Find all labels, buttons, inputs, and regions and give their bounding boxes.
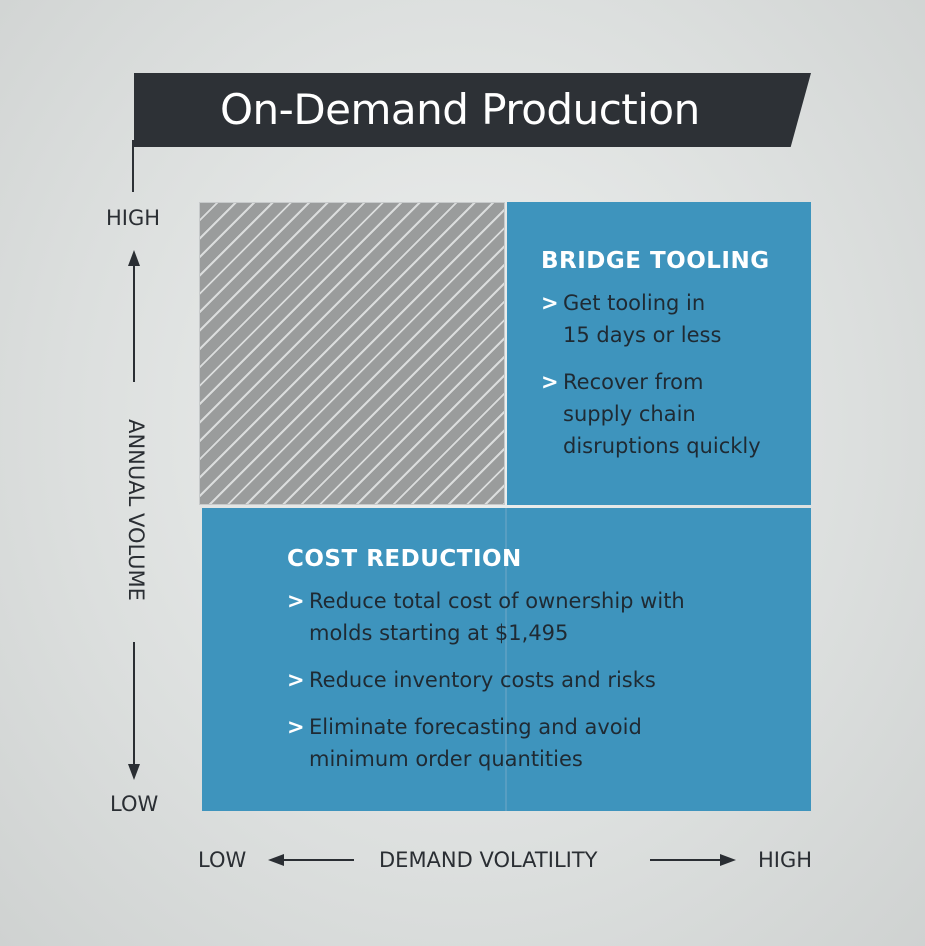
bullet-line: supply chain bbox=[563, 402, 696, 426]
x-axis-left-arrow bbox=[268, 854, 354, 866]
bullet-marker: > bbox=[541, 291, 559, 315]
x-axis-low-label: LOW bbox=[198, 848, 247, 872]
quadrant-divider bbox=[505, 508, 507, 811]
x-axis-title: DEMAND VOLATILITY bbox=[379, 848, 598, 872]
bullet-line: Get tooling in bbox=[563, 291, 706, 315]
bullet-marker: > bbox=[287, 715, 305, 739]
cost-reduction-title: COST REDUCTION bbox=[287, 546, 522, 572]
bullet-line: minimum order quantities bbox=[309, 747, 583, 771]
bullet-marker: > bbox=[287, 589, 305, 613]
bullet-marker: > bbox=[541, 370, 559, 394]
empty-hatched-quadrant bbox=[199, 202, 505, 505]
y-axis-low-label: LOW bbox=[110, 792, 159, 816]
bullet-line: 15 days or less bbox=[563, 323, 722, 347]
y-axis-up-arrow bbox=[128, 250, 140, 382]
bullet-line: Eliminate forecasting and avoid bbox=[309, 715, 642, 739]
y-axis-down-arrow bbox=[128, 642, 140, 780]
list-item: > Get tooling in 15 days or less bbox=[541, 287, 721, 351]
page-title: On-Demand Production bbox=[220, 85, 700, 134]
list-item: > Recover from supply chain disruptions … bbox=[541, 366, 761, 462]
list-item: > Reduce total cost of ownership with mo… bbox=[287, 585, 685, 649]
bridge-tooling-title: BRIDGE TOOLING bbox=[541, 248, 770, 274]
bullet-line: Reduce inventory costs and risks bbox=[309, 668, 656, 692]
bullet-line: molds starting at $1,495 bbox=[309, 621, 569, 645]
x-axis-right-arrow bbox=[650, 854, 736, 866]
bullet-line: Reduce total cost of ownership with bbox=[309, 589, 685, 613]
x-axis-high-label: HIGH bbox=[758, 848, 813, 872]
banner-stem bbox=[132, 140, 134, 192]
bullet-line: disruptions quickly bbox=[563, 434, 761, 458]
cost-reduction-quadrant bbox=[202, 508, 811, 811]
bridge-tooling-quadrant bbox=[507, 202, 811, 505]
list-item: > Eliminate forecasting and avoid minimu… bbox=[287, 711, 642, 775]
bullet-marker: > bbox=[287, 668, 305, 692]
y-axis-high-label: HIGH bbox=[106, 206, 161, 230]
bullet-line: Recover from bbox=[563, 370, 704, 394]
title-banner: On-Demand Production bbox=[134, 73, 811, 147]
list-item: > Reduce inventory costs and risks bbox=[287, 664, 656, 696]
y-axis-title: ANNUAL VOLUME bbox=[124, 419, 148, 601]
